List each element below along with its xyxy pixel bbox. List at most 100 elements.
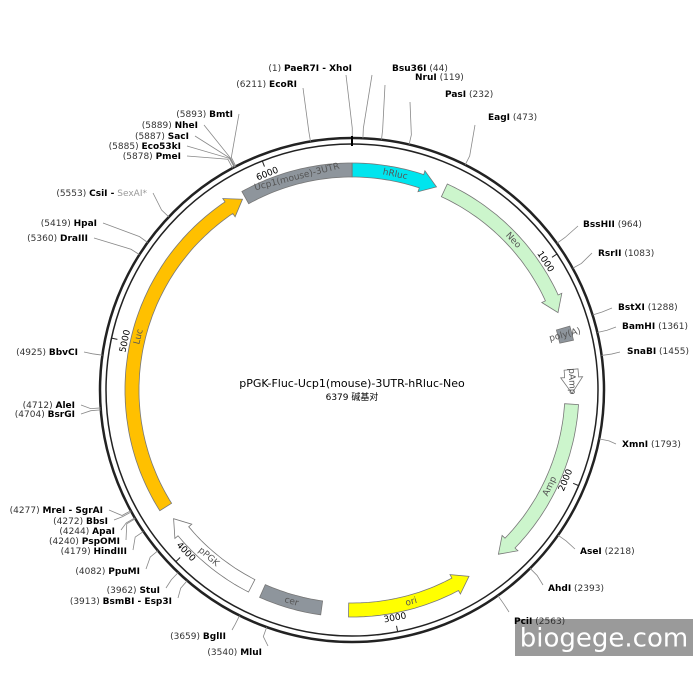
feature [173,518,256,593]
feature [559,368,584,395]
map-size: 6379 碱基对 [326,391,379,403]
site-leader [408,101,412,145]
site-leader [557,534,576,550]
site-name: CsiI - [89,189,115,199]
site-label: (4277) MreI - SgrAI [10,506,103,516]
site-name: Bsu36I [392,64,427,74]
site-leader [165,572,179,589]
site-name: AhdI [548,584,571,594]
site-label: (4244) ApaI [59,527,115,537]
site-label: (3659) BglII [170,632,226,642]
site-position: (4179) [61,547,91,557]
site-position: (44) [429,64,447,74]
site-name: BglII [203,632,226,642]
site-leader [186,145,235,168]
tick-label: 3000 [383,611,408,625]
site-name: BmtI [209,110,233,120]
site-position: (232) [469,90,493,100]
site-name: NheI [175,121,198,131]
site-position: (473) [513,113,537,123]
site-leader [464,124,476,166]
feature [348,574,470,618]
site-name: BstXI [618,303,645,313]
map-title: pPGK-Fluc-Ucp1(mouse)-3UTR-hRluc-Neo [239,377,465,390]
site-label: BamHI (1361) [622,322,688,332]
site-label: (4179) HindIII [61,547,127,557]
feature [124,198,244,512]
site-leader [108,509,131,516]
site-label: (4704) BsrGI [15,410,75,420]
site-position: (5885) [109,142,139,152]
site-label: (3913) BsmBI - Esp3I [70,597,172,607]
site-label: (4712) AleI [23,401,75,411]
tick-mark [396,625,399,632]
site-label: Bsu36I (44) [392,64,448,74]
site-position: (1083) [624,249,654,259]
site-position: (1361) [658,322,688,332]
site-label: (5889) NheI [142,121,198,131]
site-position: (5553) [56,189,86,199]
site-leader [592,307,613,316]
site-label: (1) PaeR7I - XhoI [268,64,352,74]
site-label: (3540) MluI [207,648,262,658]
site-label: AhdI (2393) [548,584,604,594]
site-name: HpaI [74,219,97,229]
site-position: (4272) [53,517,83,527]
backbone-inner [105,143,599,637]
tick-mark [572,482,579,487]
site-position: (1) [268,64,281,74]
site-label: (5419) HpaI [41,219,97,229]
site-leader [120,517,136,531]
site-name: AseI [580,547,602,557]
feature-label: ori [404,596,418,609]
length: 6379 [326,393,349,403]
site-leader [497,595,510,613]
tick-mark [261,160,265,167]
site-position: (1288) [648,303,678,313]
site-leader [597,326,617,333]
site-label: (4925) BbvCI [16,348,78,358]
site-position: (2218) [605,547,635,557]
site-leader [362,74,373,139]
site-name: BbsI [86,517,108,527]
site-leader [83,351,103,356]
site-leader [132,531,144,551]
site-leader [556,225,579,244]
site-leader [529,568,544,586]
site-label: PasI (232) [445,90,493,100]
site-name: BssHII [583,220,615,230]
feature [555,325,574,344]
site-name: SnaBI [627,347,656,357]
site-label: PciI (2563) [514,617,565,627]
site-leader [194,135,235,168]
site-label: (5360) DraIII [27,234,88,244]
site-label: (5887) SacI [135,132,189,142]
site-label: (5885) Eco53kI [109,142,181,152]
site-name: StuI [139,586,160,596]
site-position: (5360) [27,234,57,244]
site-name: PasI [445,90,466,100]
site-position: (4925) [16,348,46,358]
site-label: NruI (119) [415,73,464,83]
site-position: (2393) [574,584,604,594]
site-label: (5878) PmeI [123,152,181,162]
site-name: EcoRI [269,80,297,90]
site-position: (5889) [142,121,172,131]
backbone-outer [98,136,606,644]
site-name: AleI [55,401,75,411]
site-leader [345,74,353,139]
site-name: RsrII [598,249,621,259]
site-name: BamHI [622,322,655,332]
site-name: BsrGI [48,410,75,420]
site-leader [125,518,136,541]
site-leader [186,155,233,169]
site-name: ApaI [92,527,115,537]
site-name-grey: SexAI* [117,189,147,199]
feature-label: cer [283,595,300,609]
site-name: Eco53kI [141,142,181,152]
site-name: PaeR7I - XhoI [284,64,352,74]
feature-label: Luc [132,328,145,346]
site-label: (4272) BbsI [53,517,108,527]
site-name: BsmBI - Esp3I [103,597,172,607]
watermark-box [515,619,693,656]
